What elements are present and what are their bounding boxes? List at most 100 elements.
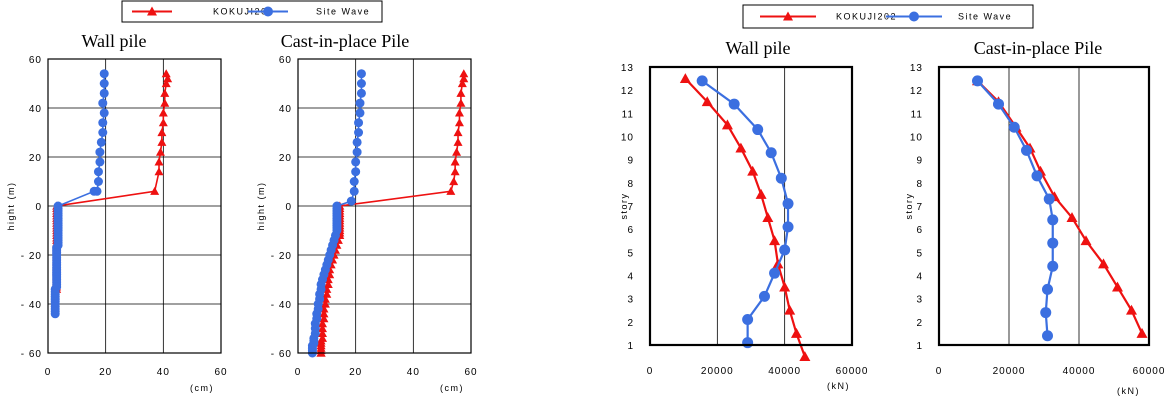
data-point-circle bbox=[355, 108, 365, 118]
plot-frame bbox=[47, 58, 222, 354]
y-tick-label: 2 bbox=[916, 318, 923, 329]
data-point-circle bbox=[355, 98, 365, 108]
data-point-triangle bbox=[450, 167, 460, 176]
data-point-triangle bbox=[319, 309, 329, 318]
y-tick-label: - 20 bbox=[21, 251, 42, 262]
data-point-triangle bbox=[456, 98, 466, 107]
data-point-triangle bbox=[459, 74, 469, 83]
data-point-circle bbox=[782, 221, 794, 233]
data-point-triangle bbox=[158, 108, 168, 117]
data-point-circle bbox=[1047, 237, 1059, 249]
x-tick-label: 60000 bbox=[1133, 366, 1164, 377]
y-tick-label: 11 bbox=[911, 109, 923, 120]
data-point-triangle bbox=[769, 235, 781, 246]
y-tick-label: 0 bbox=[35, 202, 42, 213]
x-tick-label: 20000 bbox=[993, 366, 1026, 377]
x-axis-unit: (cm) bbox=[440, 383, 464, 393]
chart-title: Cast-in-place Pile bbox=[974, 38, 1102, 58]
legend-label: Site Wave bbox=[316, 7, 370, 17]
data-point-triangle bbox=[762, 212, 774, 222]
y-tick-label: 60 bbox=[279, 55, 292, 66]
x-axis-unit: (cm) bbox=[190, 383, 214, 393]
data-point-triangle bbox=[1126, 304, 1137, 315]
data-point-circle bbox=[89, 186, 99, 196]
chart-layer: KOKUJI202 Site Wave KOKUJI202 Site Wave6040… bbox=[6, 0, 1164, 396]
series-site-wave bbox=[307, 69, 366, 358]
legend: KOKUJI202 Site Wave bbox=[742, 4, 1034, 29]
data-point-circle bbox=[742, 337, 754, 349]
y-tick-label: 0 bbox=[285, 202, 292, 213]
data-point-triangle bbox=[747, 165, 759, 176]
x-tick-label: 0 bbox=[45, 367, 52, 378]
data-point-triangle bbox=[457, 79, 467, 88]
y-tick-label: 6 bbox=[916, 225, 923, 236]
y-tick-label: 4 bbox=[627, 272, 634, 283]
data-point-circle bbox=[346, 196, 356, 206]
y-tick-label: 10 bbox=[621, 133, 634, 144]
y-tick-label: 10 bbox=[910, 133, 923, 144]
y-tick-label: 1 bbox=[916, 341, 923, 352]
data-point-circle bbox=[972, 75, 983, 87]
plot-area bbox=[939, 67, 1149, 345]
y-axis-label: hight (m) bbox=[256, 181, 266, 230]
legend-triangle-marker bbox=[783, 11, 793, 21]
x-axis-unit: (kN) bbox=[1117, 386, 1140, 396]
y-tick-label: - 40 bbox=[271, 300, 292, 311]
data-point-triangle bbox=[735, 142, 747, 153]
data-point-triangle bbox=[160, 88, 170, 97]
data-point-triangle bbox=[456, 88, 466, 97]
data-point-triangle bbox=[452, 147, 462, 156]
data-point-circle bbox=[99, 69, 109, 79]
y-tick-label: 40 bbox=[29, 104, 42, 115]
legend: KOKUJI202 Site Wave bbox=[121, 0, 383, 23]
y-tick-label: 12 bbox=[621, 86, 634, 97]
data-point-circle bbox=[351, 157, 361, 167]
legend-triangle-marker bbox=[147, 6, 157, 16]
y-tick-label: 60 bbox=[29, 55, 42, 66]
y-tick-label: 12 bbox=[910, 86, 923, 97]
legend-circle-marker bbox=[263, 6, 273, 17]
data-point-circle bbox=[782, 198, 794, 210]
y-tick-label: 7 bbox=[627, 202, 634, 213]
y-tick-label: 20 bbox=[279, 153, 292, 164]
plot-frame bbox=[297, 58, 472, 354]
series-site-wave bbox=[696, 75, 794, 349]
x-tick-label: 60 bbox=[464, 367, 477, 378]
y-tick-label: 8 bbox=[627, 179, 634, 190]
data-point-triangle bbox=[161, 69, 171, 78]
y-tick-label: - 60 bbox=[271, 349, 292, 360]
data-point-circle bbox=[356, 88, 366, 98]
data-point-triangle bbox=[323, 279, 333, 288]
x-tick-label: 60 bbox=[214, 367, 227, 378]
data-point-triangle bbox=[799, 351, 811, 361]
data-point-triangle bbox=[454, 118, 464, 127]
data-point-triangle bbox=[1080, 235, 1092, 246]
data-point-triangle bbox=[154, 157, 164, 166]
data-point-circle bbox=[95, 157, 105, 167]
x-tick-label: 0 bbox=[295, 367, 302, 378]
chart-title: Cast-in-place Pile bbox=[281, 31, 409, 51]
y-tick-label: 1 bbox=[627, 341, 634, 352]
data-point-triangle bbox=[453, 128, 463, 137]
data-point-circle bbox=[1008, 121, 1020, 133]
series-kokuji202 bbox=[679, 73, 811, 361]
y-axis-label: hight (m) bbox=[6, 181, 16, 230]
x-tick-label: 20000 bbox=[701, 366, 734, 377]
data-point-triangle bbox=[155, 147, 165, 156]
y-tick-label: 13 bbox=[621, 63, 634, 74]
data-point-triangle bbox=[318, 319, 328, 328]
data-point-triangle bbox=[453, 137, 463, 146]
data-point-triangle bbox=[779, 281, 791, 292]
x-tick-label: 40 bbox=[157, 367, 170, 378]
data-point-circle bbox=[354, 128, 364, 137]
data-point-circle bbox=[98, 118, 108, 128]
data-point-triangle bbox=[1098, 258, 1109, 269]
y-tick-label: 40 bbox=[279, 104, 292, 115]
data-point-circle bbox=[93, 167, 103, 177]
data-point-circle bbox=[728, 98, 740, 110]
y-tick-label: 9 bbox=[627, 156, 634, 167]
y-tick-label: 13 bbox=[910, 63, 923, 74]
y-tick-label: - 40 bbox=[21, 300, 42, 311]
